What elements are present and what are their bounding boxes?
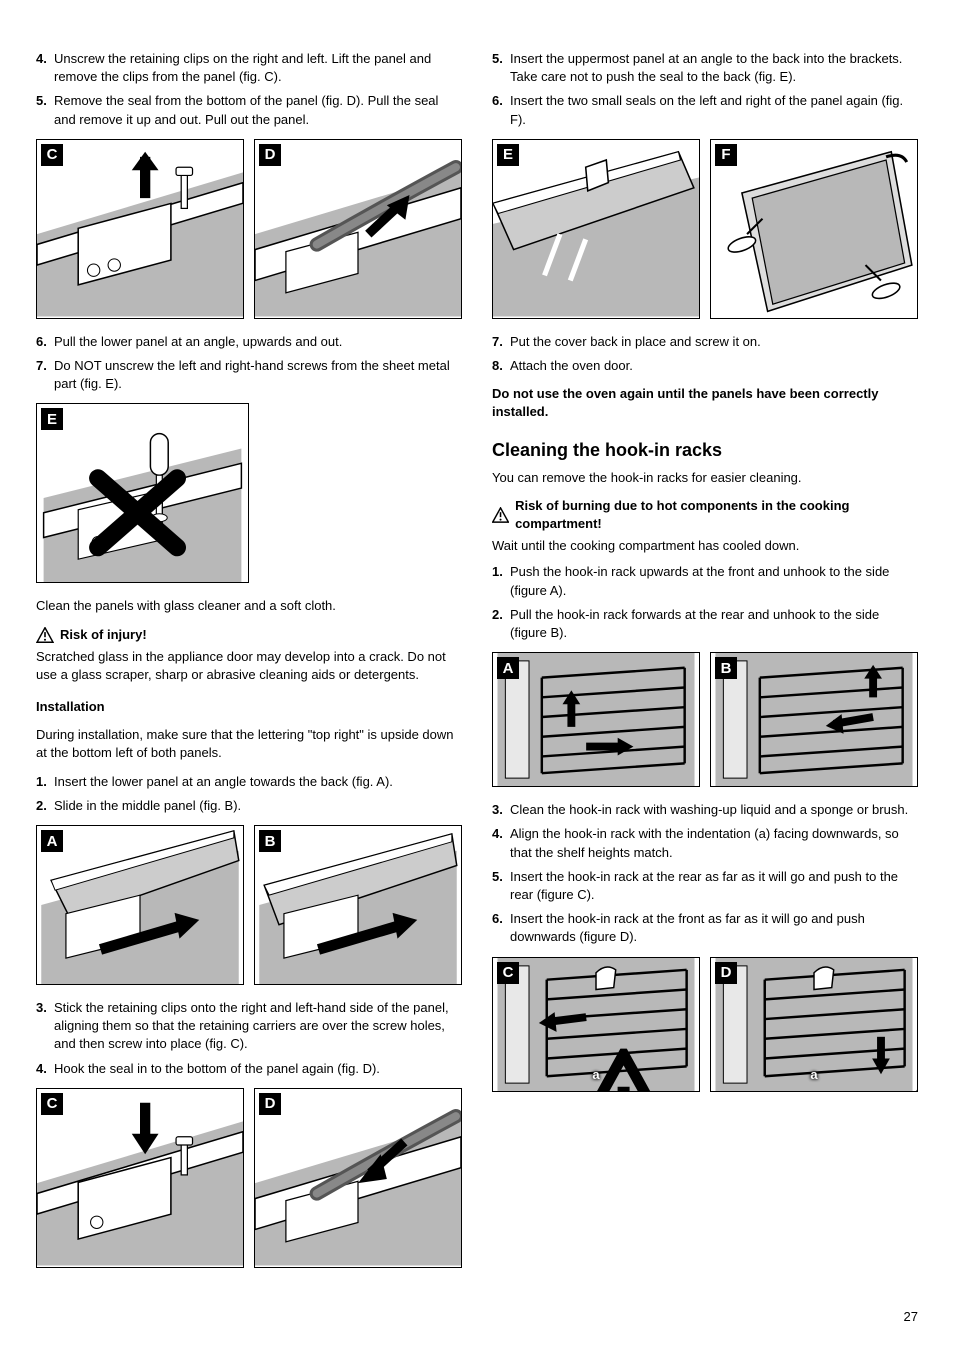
step-text: Stick the retaining clips onto the right…	[54, 999, 462, 1054]
step-num: 8.	[492, 357, 510, 375]
step-num: 6.	[492, 92, 510, 128]
warning-label: Risk of burning due to hot components in…	[515, 497, 918, 533]
figure-c: C a	[492, 957, 700, 1092]
subheading: Installation	[36, 698, 462, 716]
step-num: 1.	[36, 773, 54, 791]
step-text: Align the hook-in rack with the indentat…	[510, 825, 918, 861]
paragraph: During installation, make sure that the …	[36, 726, 462, 762]
step-num: 4.	[36, 1060, 54, 1078]
warning-bold: Do not use the oven again until the pane…	[492, 385, 918, 421]
figure-b: B	[254, 825, 462, 985]
step-list: 3.Clean the hook-in rack with washing-up…	[492, 801, 918, 946]
step-text: Pull the hook-in rack forwards at the re…	[510, 606, 918, 642]
step-num: 7.	[36, 357, 54, 393]
step-text: Attach the oven door.	[510, 357, 918, 375]
figure-f: F	[710, 139, 918, 319]
warning-icon	[492, 507, 509, 523]
figure-d: D a	[710, 957, 918, 1092]
marker-a: a	[592, 1066, 599, 1084]
figure-label: B	[715, 657, 737, 679]
step-list: 4.Unscrew the retaining clips on the rig…	[36, 50, 462, 129]
page-number: 27	[904, 1308, 918, 1326]
figure-row: C D	[36, 1088, 462, 1268]
step-text: Unscrew the retaining clips on the right…	[54, 50, 462, 86]
figure-label: F	[715, 144, 737, 166]
step-text: Put the cover back in place and screw it…	[510, 333, 918, 351]
warning-label: Risk of injury!	[60, 626, 147, 644]
figure-row: A B	[492, 652, 918, 787]
figure-label: D	[259, 1093, 281, 1115]
step-list: 7.Put the cover back in place and screw …	[492, 333, 918, 375]
step-text: Slide in the middle panel (fig. B).	[54, 797, 462, 815]
figure-c2: C	[36, 1088, 244, 1268]
left-column: 4.Unscrew the retaining clips on the rig…	[36, 50, 462, 1282]
figure-e: E	[492, 139, 700, 319]
figure-row: C D	[36, 139, 462, 319]
warning-icon	[36, 627, 54, 643]
warning-heading: Risk of burning due to hot components in…	[492, 497, 918, 533]
figure-label: A	[497, 657, 519, 679]
step-num: 5.	[492, 868, 510, 904]
step-text: Pull the lower panel at an angle, upward…	[54, 333, 462, 351]
step-num: 5.	[36, 92, 54, 128]
figure-label: D	[715, 962, 737, 984]
figure-d2: D	[254, 1088, 462, 1268]
step-text: Push the hook-in rack upwards at the fro…	[510, 563, 918, 599]
section-heading: Cleaning the hook-in racks	[492, 438, 918, 463]
figure-row: E	[36, 403, 249, 583]
page-columns: 4.Unscrew the retaining clips on the rig…	[36, 50, 918, 1282]
step-num: 7.	[492, 333, 510, 351]
figure-row: E F	[492, 139, 918, 319]
figure-row: C a D	[492, 957, 918, 1092]
step-num: 6.	[36, 333, 54, 351]
step-num: 3.	[36, 999, 54, 1054]
step-text: Remove the seal from the bottom of the p…	[54, 92, 462, 128]
step-num: 2.	[492, 606, 510, 642]
figure-a: A	[492, 652, 700, 787]
figure-label: B	[259, 830, 281, 852]
step-text: Insert the hook-in rack at the front as …	[510, 910, 918, 946]
step-text: Insert the hook-in rack at the rear as f…	[510, 868, 918, 904]
step-text: Insert the two small seals on the left a…	[510, 92, 918, 128]
step-list: 1.Push the hook-in rack upwards at the f…	[492, 563, 918, 642]
figure-a: A	[36, 825, 244, 985]
figure-b: B	[710, 652, 918, 787]
right-column: 5.Insert the uppermost panel at an angle…	[492, 50, 918, 1282]
figure-label: E	[497, 144, 519, 166]
step-list: 1.Insert the lower panel at an angle tow…	[36, 773, 462, 815]
figure-row: A B	[36, 825, 462, 985]
step-num: 3.	[492, 801, 510, 819]
step-num: 4.	[36, 50, 54, 86]
warning-text: Wait until the cooking compartment has c…	[492, 537, 918, 555]
paragraph: You can remove the hook-in racks for eas…	[492, 469, 918, 487]
figure-label: A	[41, 830, 63, 852]
step-text: Clean the hook-in rack with washing-up l…	[510, 801, 918, 819]
figure-e: E	[36, 403, 249, 583]
figure-d: D	[254, 139, 462, 319]
paragraph: Clean the panels with glass cleaner and …	[36, 597, 462, 615]
figure-label: C	[497, 962, 519, 984]
step-text: Insert the uppermost panel at an angle t…	[510, 50, 918, 86]
step-num: 2.	[36, 797, 54, 815]
step-text: Insert the lower panel at an angle towar…	[54, 773, 462, 791]
step-list: 5.Insert the uppermost panel at an angle…	[492, 50, 918, 129]
step-num: 6.	[492, 910, 510, 946]
step-list: 3.Stick the retaining clips onto the rig…	[36, 999, 462, 1078]
step-list: 6.Pull the lower panel at an angle, upwa…	[36, 333, 462, 394]
step-num: 4.	[492, 825, 510, 861]
figure-c: C	[36, 139, 244, 319]
figure-label: C	[41, 1093, 63, 1115]
step-num: 5.	[492, 50, 510, 86]
figure-label: C	[41, 144, 63, 166]
step-text: Do NOT unscrew the left and right-hand s…	[54, 357, 462, 393]
step-num: 1.	[492, 563, 510, 599]
step-text: Hook the seal in to the bottom of the pa…	[54, 1060, 462, 1078]
figure-label: E	[41, 408, 63, 430]
figure-label: D	[259, 144, 281, 166]
marker-a: a	[810, 1066, 817, 1084]
warning-text: Scratched glass in the appliance door ma…	[36, 648, 462, 684]
warning-heading: Risk of injury!	[36, 626, 462, 644]
